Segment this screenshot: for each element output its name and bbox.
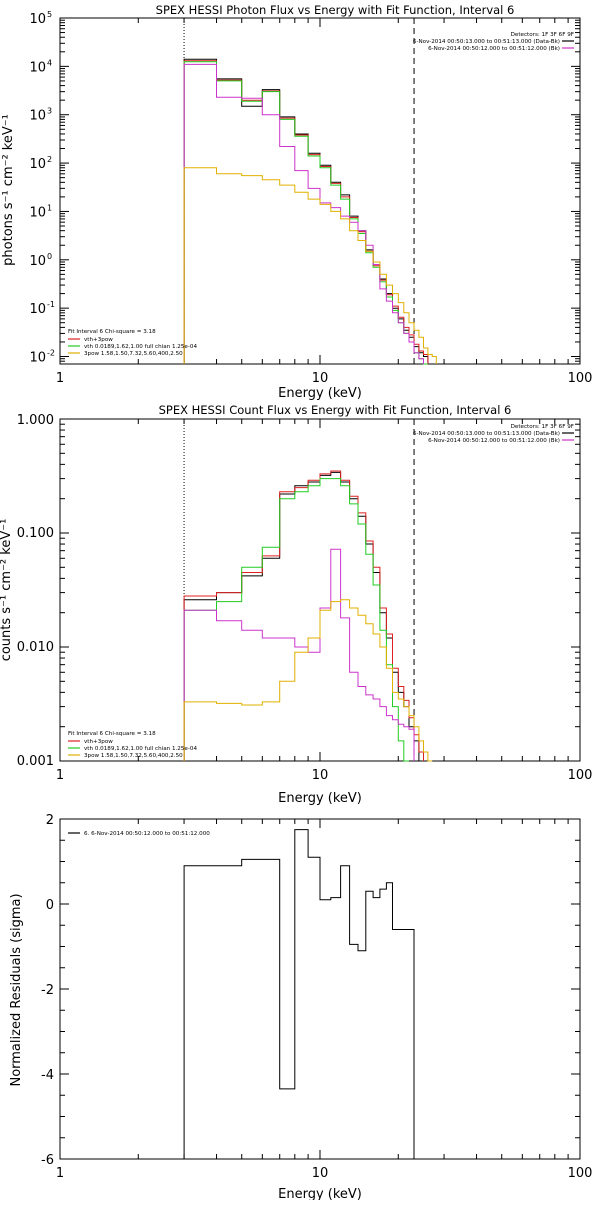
residuals-ytick-0: 0 xyxy=(46,898,54,913)
ytick-label: 10 xyxy=(29,302,46,317)
photon-fit-header: Fit Interval 6 Chi-square = 3.18 xyxy=(68,329,156,335)
photon-legend-databk: 6-Nov-2014 00:50:13.000 to 00:51:13.000 … xyxy=(413,39,560,45)
ytick-exponent: 0 xyxy=(47,252,52,261)
ytick-exponent: -1 xyxy=(47,300,55,309)
ytick-label: 10 xyxy=(29,60,46,75)
series-bk xyxy=(183,63,424,364)
series-vth xyxy=(183,478,409,762)
count-series-lines xyxy=(183,470,433,762)
count-ytick-0-010: 0.010 xyxy=(17,640,54,655)
series-data-bk xyxy=(183,471,424,762)
photon-legend-fit: Fit Interval 6 Chi-square = 3.18 vth+3po… xyxy=(68,329,197,357)
count-flux-panel: SPEX HESSI Count Flux vs Energy with Fit… xyxy=(0,403,592,806)
residuals-ytick-neg6: -6 xyxy=(41,1153,54,1168)
photon-fit-3pow: 3pow 1.58,1.50,7.32,5.60,400,2.50 xyxy=(84,351,183,357)
count-fit-vth: vth 0.0189,1.62,1.00 full chian 1.25e-04 xyxy=(84,746,197,752)
ytick-label: 10 xyxy=(29,157,46,172)
ytick-label: 10 xyxy=(29,351,46,366)
series-residuals xyxy=(183,829,415,1159)
count-fit-header: Fit Interval 6 Chi-square = 3.18 xyxy=(68,731,156,737)
residuals-xtick-10: 10 xyxy=(312,1166,329,1181)
residuals-axis-ticks xyxy=(59,818,581,1160)
photon-xtick-100: 100 xyxy=(568,371,593,386)
count-legend-header: Detectors: 1F 3F 6F 9F xyxy=(511,424,574,430)
residuals-legend-label: 6. 6-Nov-2014 00:50:12.000 to 00:51:12.0… xyxy=(84,831,210,837)
series-bk xyxy=(183,548,415,761)
ytick-exponent: 4 xyxy=(47,58,52,67)
series-3pow xyxy=(183,167,437,364)
photon-marker-lines xyxy=(183,18,415,364)
count-fit-total: vth+3pow xyxy=(84,739,113,745)
residuals-ytick-neg4: -4 xyxy=(41,1068,54,1083)
count-axis-ticks xyxy=(59,418,581,762)
ytick-label: 10 xyxy=(29,254,46,269)
count-legend-bk: 6-Nov-2014 00:50:12.000 to 00:51:12.000 … xyxy=(428,438,560,444)
count-ytick-0-001: 0.001 xyxy=(17,754,54,769)
photon-xtick-10: 10 xyxy=(312,371,329,386)
count-ytick-1-000: 1.000 xyxy=(17,413,54,428)
residuals-xaxis-label: Energy (keV) xyxy=(278,1187,362,1200)
residuals-xtick-1: 1 xyxy=(56,1166,64,1181)
series-vth-3pow xyxy=(183,470,424,761)
residuals-yaxis-label: Normalized Residuals (sigma) xyxy=(9,893,24,1086)
photon-legend-detectors: Detectors: 1F 3F 6F 9F 6-Nov-2014 00:50:… xyxy=(413,32,574,52)
residuals-xtick-100: 100 xyxy=(568,1166,593,1181)
photon-axis-ticks xyxy=(59,17,581,365)
photon-fit-total: vth+3pow xyxy=(84,337,113,343)
photon-series-lines xyxy=(183,58,437,365)
photon-legend-bk: 6-Nov-2014 00:50:12.000 to 00:51:12.000 … xyxy=(428,46,560,52)
ytick-exponent: 1 xyxy=(47,203,52,212)
count-xtick-1: 1 xyxy=(56,768,64,783)
photon-legend-header: Detectors: 1F 3F 6F 9F xyxy=(511,32,574,38)
count-xaxis-label: Energy (keV) xyxy=(278,791,362,806)
count-fit-3pow: 3pow 1.58,1.50,7.32,5.60,400,2.50 xyxy=(84,753,183,759)
residuals-ytick-neg2: -2 xyxy=(41,983,54,998)
ytick-exponent: -2 xyxy=(47,349,55,358)
series-data-bk xyxy=(183,58,429,364)
photon-panel-title: SPEX HESSI Photon Flux vs Energy with Fi… xyxy=(156,3,515,17)
ytick-exponent: 3 xyxy=(47,107,52,116)
count-ytick-0-100: 0.100 xyxy=(17,526,54,541)
count-yaxis-label: counts s⁻¹ cm⁻² keV⁻¹ xyxy=(0,519,14,662)
ytick-exponent: 2 xyxy=(47,155,52,164)
series-3pow xyxy=(183,599,433,762)
photon-yaxis-label: photons s⁻¹ cm⁻² keV⁻¹ xyxy=(1,114,16,266)
count-xtick-10: 10 xyxy=(312,768,329,783)
photon-xtick-1: 1 xyxy=(56,371,64,386)
count-legend-fit: Fit Interval 6 Chi-square = 3.18 vth+3po… xyxy=(68,731,197,759)
residuals-ytick-2: 2 xyxy=(46,813,54,828)
count-panel-title: SPEX HESSI Count Flux vs Energy with Fit… xyxy=(159,403,512,417)
photon-xaxis-label: Energy (keV) xyxy=(278,386,362,401)
ytick-label: 10 xyxy=(29,109,46,124)
residuals-panel: 1 10 100 Energy (keV) Normalized Residua… xyxy=(9,813,593,1202)
series-vth xyxy=(183,61,428,365)
ytick-exponent: 5 xyxy=(47,10,52,19)
ytick-label: 10 xyxy=(29,205,46,220)
count-legend-detectors: Detectors: 1F 3F 6F 9F 6-Nov-2014 00:50:… xyxy=(413,424,574,444)
photon-flux-panel: SPEX HESSI Photon Flux vs Energy with Fi… xyxy=(1,3,592,401)
photon-fit-vth: vth 0.0189,1.62,1.00 full chian 1.25e-04 xyxy=(84,344,197,350)
ytick-label: 10 xyxy=(29,12,46,27)
series-vth-3pow xyxy=(183,60,429,364)
count-plot-frame xyxy=(59,418,581,762)
count-legend-databk: 6-Nov-2014 00:50:13.000 to 00:51:13.000 … xyxy=(413,431,560,437)
residuals-series-lines xyxy=(183,829,415,1159)
count-xtick-100: 100 xyxy=(568,768,593,783)
